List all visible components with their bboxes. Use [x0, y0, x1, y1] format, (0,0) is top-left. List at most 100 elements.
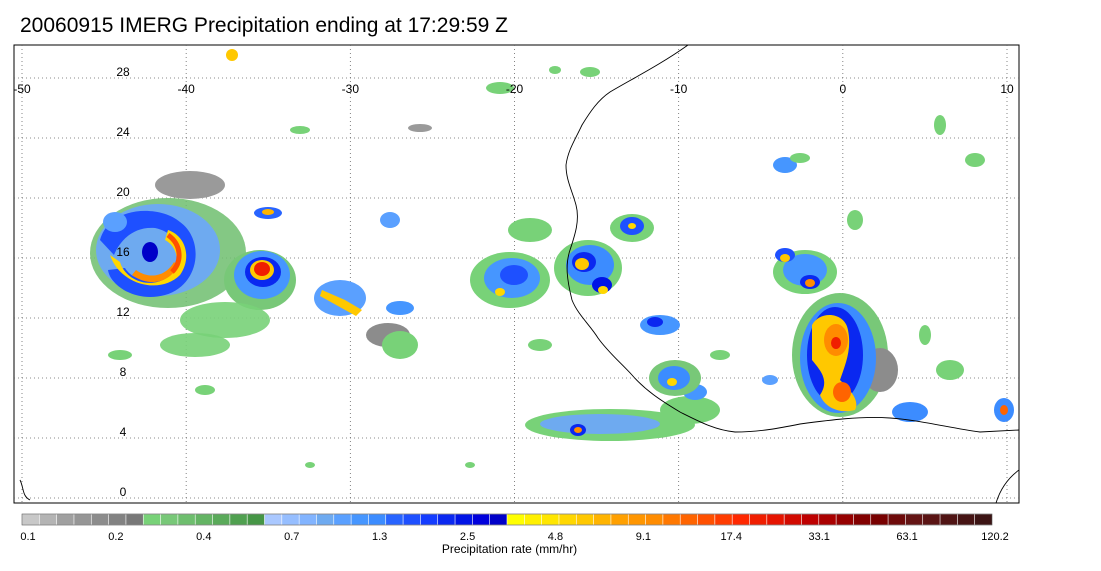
longitude-tick-label: 10 [1000, 82, 1014, 96]
colorbar-caption: Precipitation rate (mm/hr) [441, 542, 578, 556]
storm-cluster [554, 240, 622, 296]
storm-cluster [160, 207, 296, 357]
colorbar-swatch [39, 513, 58, 526]
colorbar-swatch [333, 513, 352, 526]
colorbar-swatch [697, 513, 716, 526]
colorbar-tick-label: 33.1 [808, 531, 829, 543]
longitude-tick-label: 0 [839, 82, 846, 96]
latitude-tick-label: 4 [120, 425, 127, 439]
colorbar-swatch [454, 513, 473, 526]
latitude-labels: 0 4 8 12 16 20 24 28 [116, 65, 130, 499]
colorbar-swatch [73, 513, 92, 526]
colorbar-swatch [212, 513, 231, 526]
colorbar-swatch [575, 513, 595, 526]
colorbar-swatch [298, 513, 318, 526]
latitude-tick-label: 20 [116, 185, 130, 199]
colorbar-tick-label: 0.2 [108, 531, 123, 543]
precipitation-field [90, 49, 1014, 468]
colorbar-tick-labels: 0.1 0.2 0.4 0.7 1.3 2.5 4.8 9.1 17.4 33.1 63.1 120.… [20, 531, 1008, 543]
colorbar-tick-label: 2.5 [460, 531, 475, 543]
latitude-tick-label: 24 [116, 125, 130, 139]
colorbar-swatch [246, 513, 266, 526]
colorbar-tick-label: 17.4 [721, 531, 742, 543]
colorbar-swatch [887, 513, 906, 526]
colorbar-swatch [264, 513, 283, 526]
colorbar-swatch [402, 513, 421, 526]
colorbar-swatch [160, 513, 179, 526]
colorbar-swatch [783, 513, 803, 526]
scattered-cells [108, 49, 985, 468]
colorbar-swatch [922, 513, 941, 526]
colorbar-swatch [679, 513, 699, 526]
longitude-tick-label: -20 [506, 82, 524, 96]
colorbar-swatch [56, 513, 75, 526]
colorbar-swatch [350, 513, 370, 526]
rain-band [525, 384, 720, 441]
coastline-east [995, 469, 1019, 503]
colorbar-swatch [420, 513, 439, 526]
west-africa-coastline [565, 45, 1019, 433]
latitude-tick-label: 28 [116, 65, 130, 79]
colorbar-swatch [506, 513, 525, 526]
longitude-tick-label: -10 [670, 82, 688, 96]
colorbar-swatch [835, 513, 855, 526]
colorbar-swatch [437, 513, 456, 526]
colorbar-swatch [749, 513, 768, 526]
colorbar-tick-label: 63.1 [896, 531, 917, 543]
colorbar-swatch [125, 513, 144, 526]
colorbar-swatch [627, 513, 647, 526]
colorbar-swatch [524, 513, 543, 526]
longitude-tick-label: -30 [342, 82, 360, 96]
island-outline [19, 479, 31, 501]
colorbar-tick-label: 9.1 [636, 531, 651, 543]
colorbar-tick-label: 4.8 [548, 531, 563, 543]
colorbar-swatch [957, 513, 976, 526]
colorbar-swatch [818, 513, 837, 526]
colorbar-swatch [870, 513, 889, 526]
hurricane-system [90, 171, 246, 308]
colorbar-swatch [489, 513, 508, 526]
colorbar [21, 513, 993, 526]
colorbar-swatch [610, 513, 629, 526]
storm-cell [994, 398, 1014, 422]
colorbar-swatch [731, 513, 751, 526]
colorbar-swatch [558, 513, 577, 526]
colorbar-swatch [21, 513, 40, 526]
colorbar-tick-label: 0.1 [20, 531, 35, 543]
colorbar-swatch [541, 513, 560, 526]
colorbar-swatch [853, 513, 872, 526]
coastline [19, 45, 1019, 503]
colorbar-swatch [801, 513, 820, 526]
colorbar-swatch [316, 513, 335, 526]
colorbar-swatch [229, 513, 248, 526]
longitude-labels: -50 -40 -30 -20 -10 0 10 [13, 82, 1014, 96]
colorbar-swatch [766, 513, 785, 526]
map-title: 20060915 IMERG Precipitation ending at 1… [20, 14, 508, 37]
colorbar-swatch [939, 513, 958, 526]
latitude-tick-label: 8 [120, 365, 127, 379]
latitude-tick-label: 0 [120, 485, 127, 499]
colorbar-tick-label: 120.2 [981, 531, 1009, 543]
colorbar-tick-label: 0.7 [284, 531, 299, 543]
storm-cluster [649, 360, 928, 422]
colorbar-swatch [645, 513, 664, 526]
colorbar-tick-label: 0.4 [196, 531, 211, 543]
colorbar-swatch [194, 513, 214, 526]
colorbar-swatch [593, 513, 612, 526]
rain-band [380, 212, 552, 308]
colorbar-swatch [108, 513, 127, 526]
storm-cluster [773, 248, 837, 294]
colorbar-swatch [472, 513, 491, 526]
longitude-tick-label: -50 [13, 82, 31, 96]
colorbar-frame [21, 513, 993, 526]
colorbar-tick-label: 1.3 [372, 531, 387, 543]
colorbar-swatch [385, 513, 404, 526]
convective-system [792, 293, 898, 417]
latitude-tick-label: 12 [116, 305, 130, 319]
colorbar-swatch [368, 513, 387, 526]
latitude-tick-label: 16 [116, 245, 130, 259]
colorbar-swatch [905, 513, 924, 526]
colorbar-swatch [142, 513, 162, 526]
longitude-tick-label: -40 [177, 82, 195, 96]
